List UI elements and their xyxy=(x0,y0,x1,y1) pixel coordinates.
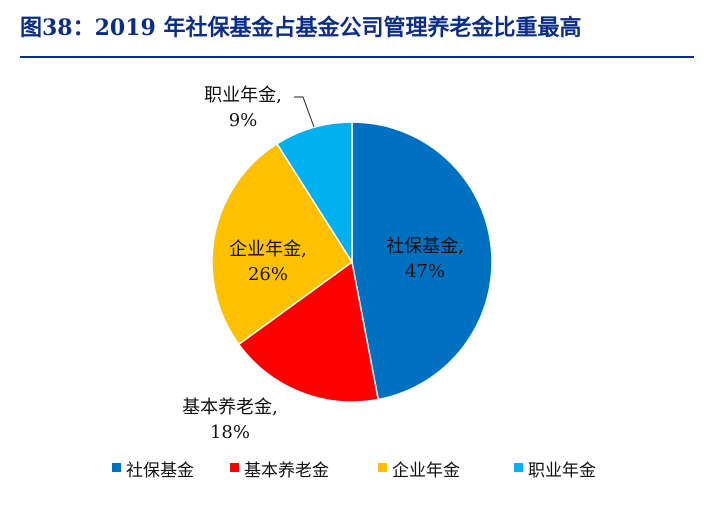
legend-label-1: 社保基金 xyxy=(126,461,194,481)
leader-line xyxy=(294,96,315,128)
pie-slice-3 xyxy=(211,142,354,346)
figure-title: 图38：2019 年社保基金占基金公司管理养老金比重最高 xyxy=(20,15,582,41)
pie-slice-4 xyxy=(275,121,353,265)
legend-label-3: 企业年金 xyxy=(392,461,460,481)
pie-slice-2 xyxy=(237,260,380,403)
pie-slice-1 xyxy=(351,121,493,401)
legend-swatch-2 xyxy=(230,463,239,472)
legend-swatch-4 xyxy=(514,463,523,472)
legend: 社保基金 基本养老金 企业年金 职业年金 xyxy=(112,461,596,481)
legend-swatch-1 xyxy=(112,463,121,472)
pie-slices xyxy=(211,121,493,403)
slice-label-1: 社保基金, 47% xyxy=(386,236,464,282)
title-underline xyxy=(20,56,694,58)
leader-lines xyxy=(294,96,315,128)
slice-label-2: 基本养老金, 18% xyxy=(182,397,278,443)
slice-label-4: 职业年金, 9% xyxy=(204,85,282,131)
legend-label-2: 基本养老金 xyxy=(244,461,329,481)
slice-label-3: 企业年金, 26% xyxy=(229,239,307,285)
legend-label-4: 职业年金 xyxy=(528,461,596,481)
legend-swatch-3 xyxy=(378,463,387,472)
slice-labels: 社保基金, 47% 基本养老金, 18% 企业年金, 26% 职业年金, 9% xyxy=(182,85,464,443)
